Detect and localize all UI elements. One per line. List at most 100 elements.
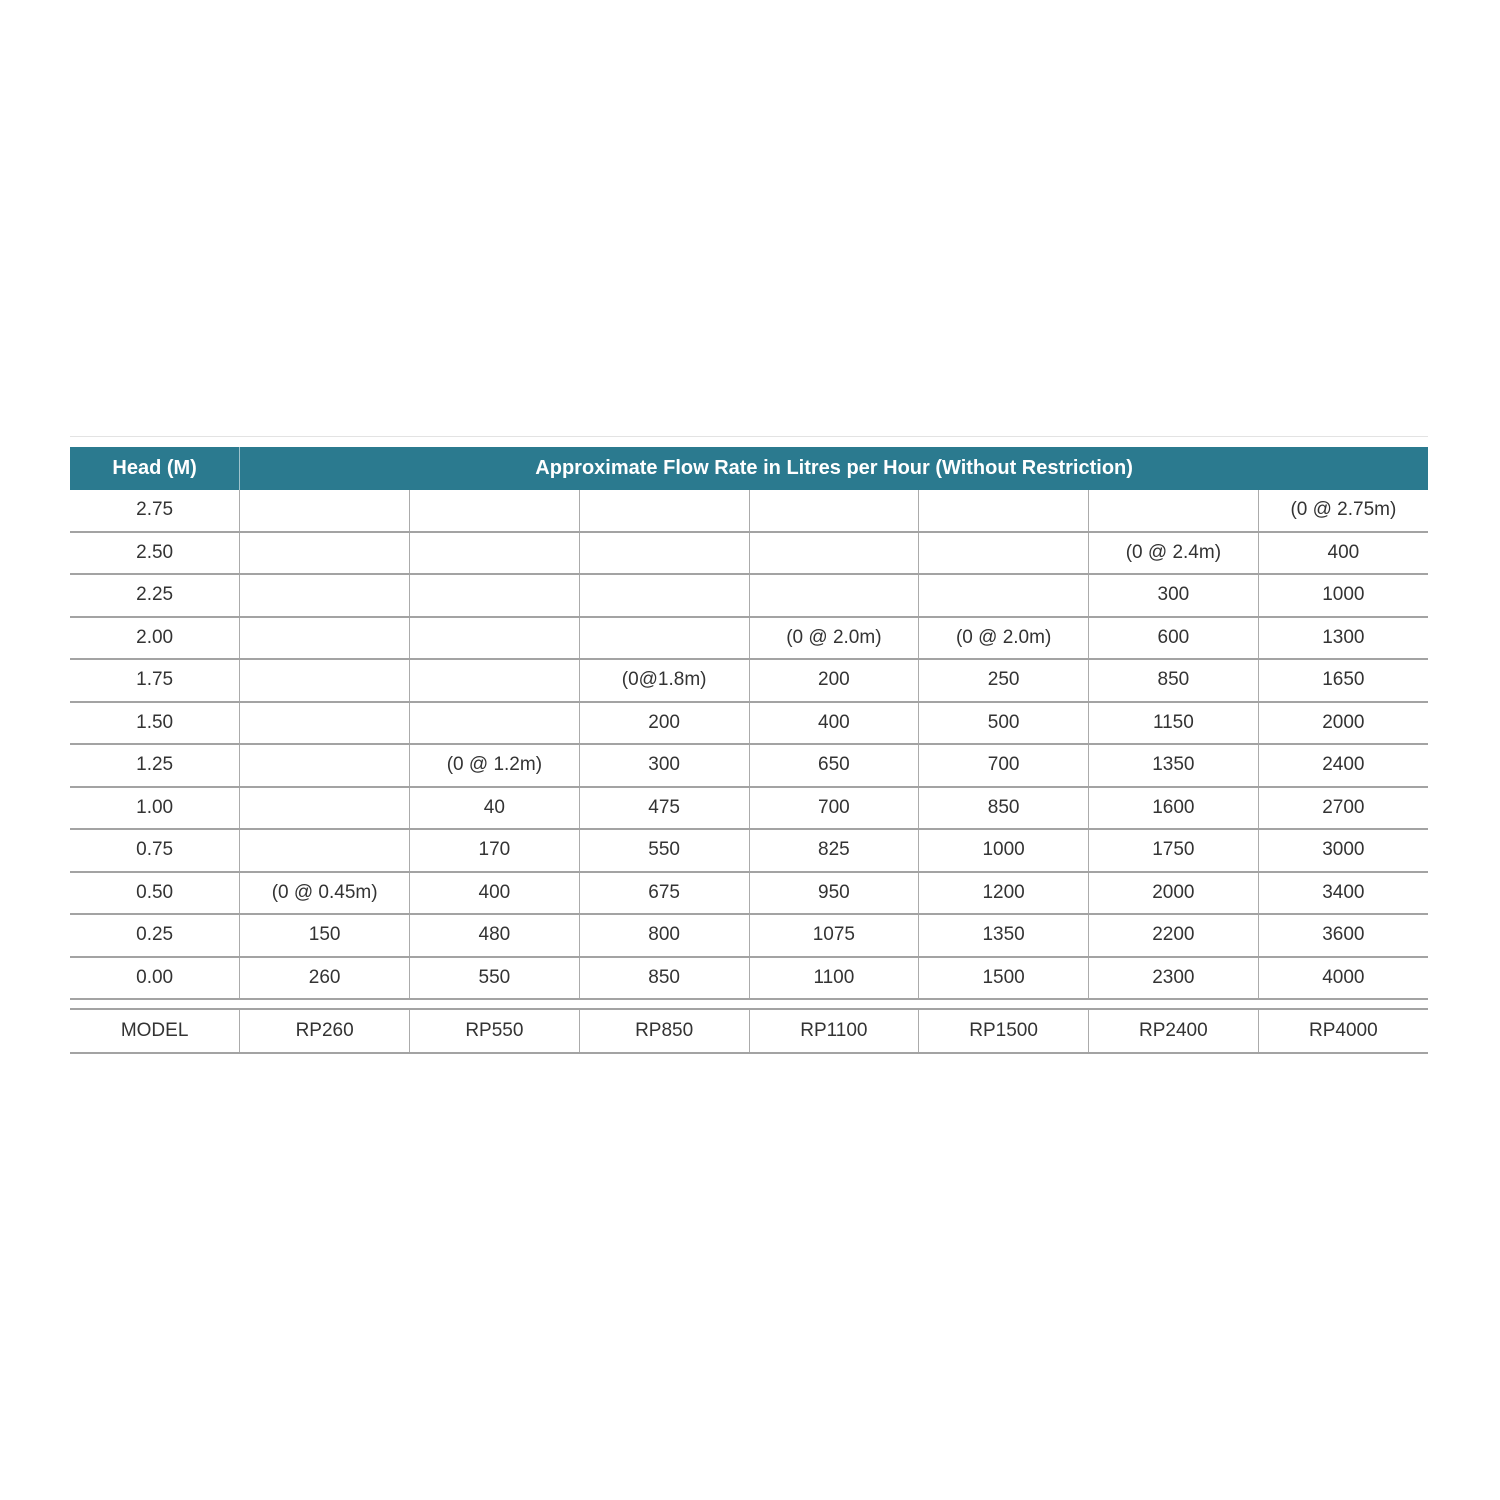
flow-value: 3000 <box>1258 829 1428 873</box>
flow-value <box>749 531 920 575</box>
flow-value <box>409 701 580 745</box>
flow-value: 2700 <box>1258 786 1428 830</box>
flow-value: 850 <box>918 786 1089 830</box>
flow-value <box>239 829 410 873</box>
flow-rate-table: Head (M) Approximate Flow Rate in Litres… <box>70 447 1428 1000</box>
flow-value: 1500 <box>918 956 1089 1000</box>
flow-value: 850 <box>579 956 750 1000</box>
flow-value: 2300 <box>1088 956 1259 1000</box>
flow-value: 1300 <box>1258 616 1428 660</box>
table-row: 1.25 (0 @ 1.2m) 300 650 700 1350 2400 <box>70 744 1428 788</box>
flow-value: 1075 <box>749 914 920 958</box>
head-value: 1.25 <box>70 744 241 788</box>
flow-value: 1350 <box>1088 744 1259 788</box>
top-divider <box>70 436 1428 437</box>
flow-value: (0 @ 2.4m) <box>1088 531 1259 575</box>
table-row: 1.50 200 400 500 1150 2000 <box>70 701 1428 745</box>
flow-value: (0 @ 2.75m) <box>1258 490 1428 533</box>
flow-value: 400 <box>749 701 920 745</box>
flow-value <box>239 574 410 618</box>
model-name: RP2400 <box>1088 1008 1259 1054</box>
flow-value: 800 <box>579 914 750 958</box>
flow-value: 40 <box>409 786 580 830</box>
flow-value <box>239 786 410 830</box>
flow-value: 950 <box>749 871 920 915</box>
table-row: 2.75 (0 @ 2.75m) <box>70 490 1428 533</box>
flow-value: 1650 <box>1258 659 1428 703</box>
head-value: 2.00 <box>70 616 241 660</box>
flow-value <box>409 574 580 618</box>
head-value: 1.50 <box>70 701 241 745</box>
flow-value: 500 <box>918 701 1089 745</box>
flow-value <box>579 616 750 660</box>
flow-value: 850 <box>1088 659 1259 703</box>
flow-value: 400 <box>1258 531 1428 575</box>
head-column-header: Head (M) <box>70 447 241 490</box>
flow-value: 4000 <box>1258 956 1428 1000</box>
table-row: 0.75 170 550 825 1000 1750 3000 <box>70 829 1428 873</box>
head-value: 1.00 <box>70 786 241 830</box>
head-value: 0.25 <box>70 914 241 958</box>
table-row: 2.00 (0 @ 2.0m) (0 @ 2.0m) 600 1300 <box>70 616 1428 660</box>
flow-value <box>579 490 750 533</box>
table-row: 2.50 (0 @ 2.4m) 400 <box>70 531 1428 575</box>
flow-value: 600 <box>1088 616 1259 660</box>
flow-rate-title: Approximate Flow Rate in Litres per Hour… <box>239 447 1428 490</box>
flow-value: 2400 <box>1258 744 1428 788</box>
flow-value: (0 @ 2.0m) <box>749 616 920 660</box>
model-row: MODEL RP260 RP550 RP850 RP1100 RP1500 RP… <box>70 1008 1428 1054</box>
flow-value <box>239 490 410 533</box>
flow-value: 475 <box>579 786 750 830</box>
flow-value: 1000 <box>1258 574 1428 618</box>
flow-value <box>239 531 410 575</box>
model-name: RP260 <box>239 1008 410 1054</box>
flow-value: 1200 <box>918 871 1089 915</box>
flow-value: 200 <box>749 659 920 703</box>
model-name: RP550 <box>409 1008 580 1054</box>
flow-value: 300 <box>1088 574 1259 618</box>
head-value: 0.00 <box>70 956 241 1000</box>
flow-value: 650 <box>749 744 920 788</box>
table-row: 1.75 (0@1.8m) 200 250 850 1650 <box>70 659 1428 703</box>
table-row: 0.25 150 480 800 1075 1350 2200 3600 <box>70 914 1428 958</box>
head-value: 2.25 <box>70 574 241 618</box>
flow-value: 3600 <box>1258 914 1428 958</box>
flow-value: 700 <box>749 786 920 830</box>
model-name: RP4000 <box>1258 1008 1428 1054</box>
model-table: MODEL RP260 RP550 RP850 RP1100 RP1500 RP… <box>70 1008 1428 1054</box>
head-value: 1.75 <box>70 659 241 703</box>
flow-value: 2000 <box>1088 871 1259 915</box>
table-row: 2.25 300 1000 <box>70 574 1428 618</box>
flow-value <box>918 574 1089 618</box>
flow-value: 1750 <box>1088 829 1259 873</box>
flow-value: 550 <box>409 956 580 1000</box>
table-header-row: Head (M) Approximate Flow Rate in Litres… <box>70 447 1428 490</box>
table-row: 0.00 260 550 850 1100 1500 2300 4000 <box>70 956 1428 1000</box>
flow-value: 675 <box>579 871 750 915</box>
flow-value <box>749 574 920 618</box>
flow-value <box>409 616 580 660</box>
head-value: 2.75 <box>70 490 241 533</box>
flow-value: 2200 <box>1088 914 1259 958</box>
head-value: 0.75 <box>70 829 241 873</box>
flow-value: 300 <box>579 744 750 788</box>
head-value: 0.50 <box>70 871 241 915</box>
flow-value: (0@1.8m) <box>579 659 750 703</box>
flow-value <box>409 490 580 533</box>
flow-value: 1100 <box>749 956 920 1000</box>
flow-value: 150 <box>239 914 410 958</box>
flow-rate-table-section: Head (M) Approximate Flow Rate in Litres… <box>70 436 1428 1054</box>
flow-value <box>1088 490 1259 533</box>
flow-value: 250 <box>918 659 1089 703</box>
flow-value <box>579 531 750 575</box>
flow-value: 400 <box>409 871 580 915</box>
flow-value <box>409 531 580 575</box>
table-row: 1.00 40 475 700 850 1600 2700 <box>70 786 1428 830</box>
flow-value <box>918 490 1089 533</box>
flow-value <box>239 659 410 703</box>
flow-value <box>749 490 920 533</box>
model-row-label: MODEL <box>70 1008 241 1054</box>
table-row: 0.50 (0 @ 0.45m) 400 675 950 1200 2000 3400 <box>70 871 1428 915</box>
flow-value: 1600 <box>1088 786 1259 830</box>
flow-value <box>579 574 750 618</box>
